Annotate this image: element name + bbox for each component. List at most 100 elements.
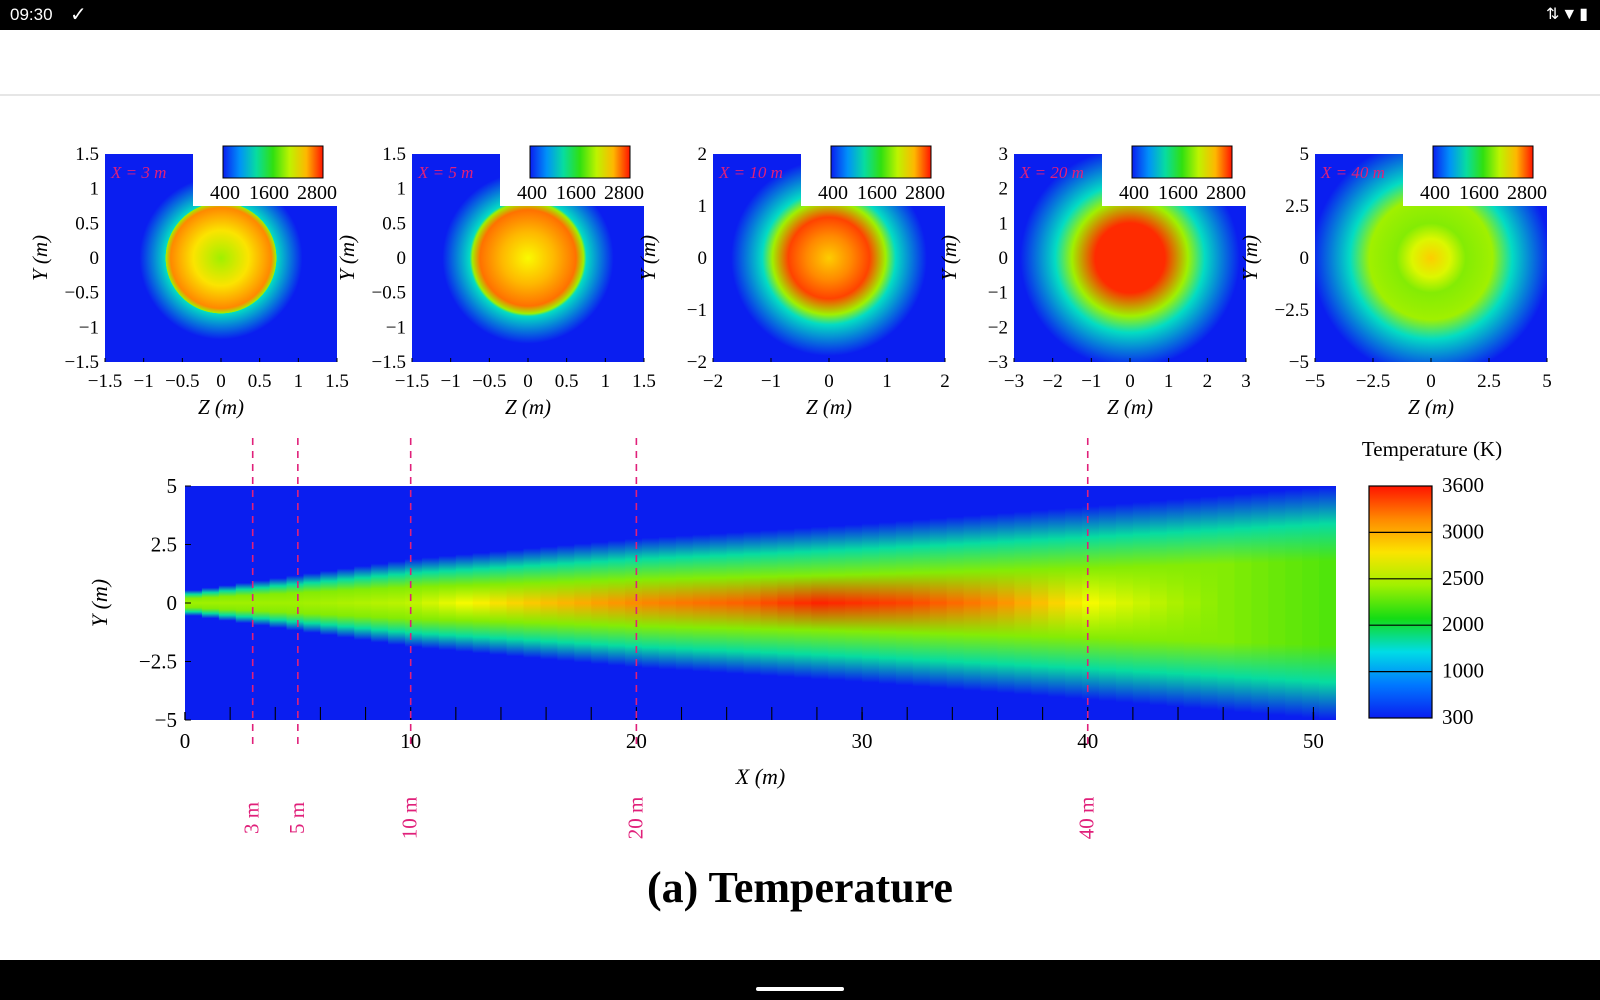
x-tick-label: 5 bbox=[1542, 371, 1552, 392]
colorbar-tick-label: 3600 bbox=[1442, 473, 1484, 497]
y-tick-label: 1 bbox=[999, 213, 1009, 234]
plume-strip bbox=[286, 486, 305, 720]
section-marker-label: 20 m bbox=[623, 797, 647, 840]
x-tick-label: −1 bbox=[441, 371, 461, 392]
plume-strip bbox=[320, 486, 338, 720]
plume-strip bbox=[591, 486, 609, 720]
x-tick-label: 3 bbox=[1241, 371, 1251, 392]
y-tick-label: 1 bbox=[698, 196, 708, 217]
wifi-icon: ▼ bbox=[1561, 6, 1580, 23]
plume-strip bbox=[1082, 486, 1100, 720]
x-tick-label: 50 bbox=[1303, 729, 1324, 753]
figure-caption: (a) Temperature bbox=[647, 863, 953, 912]
plume-strip bbox=[1183, 486, 1202, 720]
temperature-figure: 400 1600 2800 X = 3 m −1.5 −1 −0.5 0 0.5 1 1.5 1.5 1… bbox=[28, 144, 1552, 840]
plume-strip bbox=[1217, 486, 1236, 720]
plume-strip bbox=[878, 486, 897, 720]
mini-colorbar bbox=[222, 145, 324, 179]
colorbar-title: Temperature (K) bbox=[1362, 437, 1502, 461]
y-tick-label: −1.5 bbox=[372, 352, 406, 373]
panel-label: X = 10 m bbox=[718, 163, 783, 182]
x-tick-label: −1 bbox=[134, 371, 154, 392]
y-tick-label: 0 bbox=[1300, 248, 1310, 269]
x-tick-label: 30 bbox=[852, 729, 873, 753]
cross-section-panel: 400 1600 2800 X = 20 m −3 −2 −1 0 1 2 3 3 2 1 0 −1 −2 −3 Z… bbox=[937, 144, 1251, 419]
x-tick-label: −1 bbox=[1081, 371, 1101, 392]
plume-strip bbox=[218, 486, 237, 720]
system-icons: ⇅▼▮ bbox=[1546, 4, 1590, 24]
data-arrows-icon: ⇅ bbox=[1545, 6, 1562, 23]
plume-strip bbox=[489, 486, 508, 720]
x-axis-label: Z (m) bbox=[806, 395, 852, 419]
plume-strip bbox=[862, 486, 880, 720]
plume-strip bbox=[929, 486, 948, 720]
mini-colorbar bbox=[1432, 145, 1534, 179]
plume-strip bbox=[895, 486, 914, 720]
x-axis-label: X (m) bbox=[735, 764, 785, 789]
home-handle[interactable] bbox=[756, 987, 844, 991]
mini-colorbar bbox=[830, 145, 932, 179]
colorbar-tick-label: 2000 bbox=[1442, 612, 1484, 636]
colorbar-tick-label: 3000 bbox=[1442, 519, 1484, 543]
y-tick-label: −2.5 bbox=[139, 650, 177, 674]
section-marker-label: 3 m bbox=[240, 802, 264, 834]
y-tick-label: 0 bbox=[167, 591, 178, 615]
plume-strip bbox=[692, 486, 711, 720]
x-tick-label: 1 bbox=[1164, 371, 1174, 392]
x-tick-label: −2 bbox=[1043, 371, 1063, 392]
plume-strip bbox=[1132, 486, 1151, 720]
y-tick-label: 0 bbox=[90, 248, 100, 269]
y-tick-label: 0 bbox=[698, 248, 708, 269]
x-tick-label: −3 bbox=[1004, 371, 1024, 392]
plume-strip bbox=[811, 486, 829, 720]
mini-colorbar-tick: 2800 bbox=[905, 182, 945, 204]
plume-strip bbox=[777, 486, 795, 720]
plume-strip bbox=[1268, 486, 1286, 720]
mini-colorbar bbox=[529, 145, 631, 179]
y-tick-label: 2 bbox=[999, 179, 1009, 200]
mini-colorbar-tick: 2800 bbox=[297, 182, 337, 204]
y-tick-label: −2.5 bbox=[1275, 300, 1309, 321]
plume-strip bbox=[980, 486, 999, 720]
x-tick-label: 0 bbox=[216, 371, 226, 392]
plume-strip bbox=[1048, 486, 1066, 720]
plume-strip bbox=[1149, 486, 1168, 720]
plume-strip bbox=[726, 486, 745, 720]
x-tick-label: −1.5 bbox=[88, 371, 122, 392]
plume-strip bbox=[1031, 486, 1049, 720]
plume-strip bbox=[472, 486, 491, 720]
y-tick-label: −3 bbox=[988, 352, 1008, 373]
x-tick-label: 0 bbox=[824, 371, 834, 392]
x-tick-label: 0 bbox=[180, 729, 191, 753]
y-tick-label: 1 bbox=[90, 179, 100, 200]
plume-strip bbox=[642, 486, 660, 720]
plume-strip bbox=[845, 486, 863, 720]
plume-strip bbox=[201, 486, 220, 720]
plume-strip bbox=[997, 486, 1015, 720]
cross-section-panel: 400 1600 2800 X = 3 m −1.5 −1 −0.5 0 0.5 1 1.5 1.5 1… bbox=[28, 144, 349, 419]
x-tick-label: 2.5 bbox=[1477, 371, 1501, 392]
plume-strip bbox=[1200, 486, 1219, 720]
x-tick-label: 0 bbox=[1125, 371, 1135, 392]
y-axis-label: Y (m) bbox=[28, 235, 52, 281]
x-tick-label: 0.5 bbox=[248, 371, 272, 392]
x-tick-label: −1 bbox=[761, 371, 781, 392]
x-tick-label: −2 bbox=[703, 371, 723, 392]
status-time: 09:30 bbox=[10, 5, 53, 24]
plume-strip bbox=[540, 486, 558, 720]
battery-icon: ▮ bbox=[1579, 6, 1590, 23]
y-tick-label: 3 bbox=[999, 144, 1009, 165]
plume-strip bbox=[1319, 486, 1336, 720]
x-tick-label: 2 bbox=[1203, 371, 1213, 392]
plume-strip bbox=[946, 486, 965, 720]
plume-strip bbox=[658, 486, 677, 720]
plume-strip bbox=[235, 486, 254, 720]
plume-strip bbox=[354, 486, 372, 720]
y-tick-label: 2 bbox=[698, 144, 708, 165]
colorbar-tick-label: 2500 bbox=[1442, 566, 1484, 590]
y-tick-label: 0.5 bbox=[75, 213, 99, 234]
plume-strip bbox=[438, 486, 457, 720]
section-marker-label: 5 m bbox=[285, 802, 309, 834]
plume-strip bbox=[912, 486, 931, 720]
x-tick-label: −0.5 bbox=[165, 371, 199, 392]
